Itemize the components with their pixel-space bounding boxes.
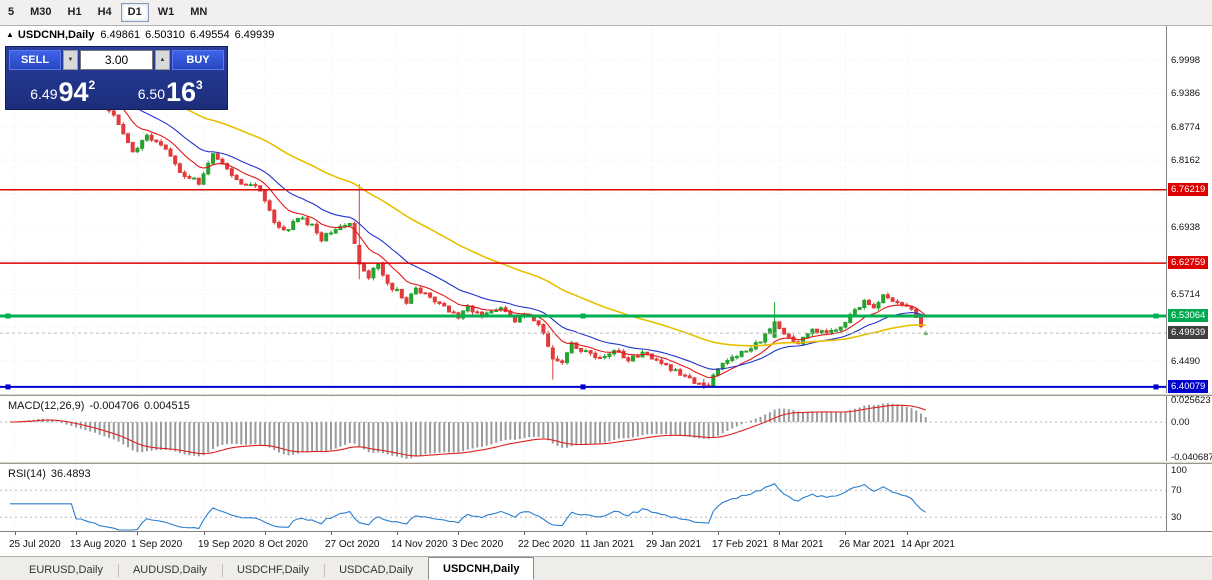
time-axis-tick (907, 532, 908, 535)
price-axis-label: 6.9998 (1171, 55, 1201, 66)
time-axis[interactable]: 25 Jul 2020 13 Aug 2020 1 Sep 2020 19 Sep 2… (0, 531, 1212, 556)
timeframe-button-m30[interactable]: M30 (23, 3, 58, 22)
time-axis-label: 1 Sep 2020 (131, 539, 183, 550)
time-axis-label: 3 Dec 2020 (452, 539, 504, 550)
timeframe-button-w1[interactable]: W1 (151, 3, 182, 22)
ask-main-digits: 6.50 (137, 86, 165, 102)
ask-fraction-digit: 3 (196, 78, 203, 92)
price-axis[interactable]: 6.9998 6.9386 6.8774 6.8162 6.6938 6.5714 6.44… (1166, 26, 1212, 531)
macd-axis-label: 0.025623 (1171, 395, 1211, 406)
panel-splitter-rsi[interactable] (0, 461, 1212, 464)
price-axis-label: 6.9386 (1171, 88, 1201, 99)
sell-button[interactable]: SELL (9, 50, 61, 70)
volume-decrease-button[interactable]: ▼ (63, 50, 78, 70)
macd-signal-value: 0.004515 (143, 400, 190, 412)
chart-tab-usdcad[interactable]: USDCAD,Daily (324, 559, 428, 580)
macd-axis-label: -0.040687 (1171, 452, 1212, 463)
rsi-panel-canvas[interactable] (0, 464, 1166, 531)
price-axis-label: 6.6938 (1171, 222, 1201, 233)
chart-tabs-bar: EURUSD,Daily AUDUSD,Daily USDCHF,Daily U… (0, 556, 1212, 580)
time-axis-tick (204, 532, 205, 535)
bid-fraction-digit: 2 (88, 78, 96, 92)
timeframe-button-mn[interactable]: MN (183, 3, 214, 22)
time-axis-tick (137, 532, 138, 535)
chart-tab-usdcnh[interactable]: USDCNH,Daily (428, 557, 535, 580)
chart-tab-eurusd[interactable]: EURUSD,Daily (29, 563, 103, 576)
rsi-axis-label: 100 (1171, 465, 1187, 476)
time-axis-label: 17 Feb 2021 (712, 539, 769, 550)
time-axis-tick (458, 532, 459, 535)
rsi-name: RSI(14) (8, 468, 46, 480)
ohlc-high: 6.50310 (145, 29, 185, 41)
panel-splitter-macd[interactable] (0, 393, 1212, 396)
price-axis-label: 6.4490 (1171, 356, 1201, 367)
price-axis-label: 6.8774 (1171, 122, 1201, 133)
price-badge: 6.49939 (1168, 326, 1209, 339)
time-axis-tick (586, 532, 587, 535)
price-badge: 6.76219 (1168, 183, 1209, 196)
macd-axis-label: 0.00 (1171, 417, 1190, 428)
time-axis-tick (331, 532, 332, 535)
volume-increase-button[interactable]: ▲ (155, 50, 170, 70)
time-axis-label: 14 Nov 2020 (391, 539, 448, 550)
ask-price-display: 6.50 16 3 (117, 70, 225, 106)
price-chart-canvas[interactable] (0, 26, 1166, 393)
time-axis-tick (397, 532, 398, 535)
macd-indicator-label: MACD(12,26,9) -0.004706 0.004515 (8, 400, 195, 412)
timeframe-button-h1[interactable]: H1 (61, 3, 89, 22)
chart-tab-usdchf[interactable]: USDCHF,Daily (221, 559, 324, 580)
time-axis-label: 13 Aug 2020 (70, 539, 127, 550)
time-axis-label: 11 Jan 2021 (580, 539, 635, 550)
price-badge: 6.53064 (1168, 309, 1209, 322)
rsi-indicator-label: RSI(14) 36.4893 (8, 468, 96, 480)
chart-region: ▲ USDCNH,Daily 6.49861 6.50310 6.49554 6.4993… (0, 26, 1212, 556)
bid-pip-digits: 94 (58, 76, 89, 107)
chart-symbol-label: USDCNH,Daily (17, 29, 95, 41)
chart-tab-audusd[interactable]: AUDUSD,Daily (117, 559, 222, 580)
price-axis-label: 6.5714 (1171, 289, 1201, 300)
time-axis-label: 29 Jan 2021 (646, 539, 702, 550)
timeframe-toolbar: 5 M30 H1 H4 D1 W1 MN (0, 0, 1212, 26)
time-axis-label: 8 Oct 2020 (259, 539, 308, 550)
time-axis-tick (779, 532, 780, 535)
one-click-trading-panel: SELL ▼ ▲ BUY 6.49 94 2 6.50 16 3 (5, 46, 228, 110)
time-axis-tick (845, 532, 846, 535)
bid-price-display: 6.49 94 2 (9, 70, 117, 106)
trade-panel-collapse-icon[interactable]: ▲ (6, 30, 14, 39)
macd-main-value: -0.004706 (89, 400, 139, 412)
time-axis-tick (652, 532, 653, 535)
ohlc-open: 6.49861 (100, 29, 141, 41)
ohlc-low: 6.49554 (189, 29, 230, 41)
macd-panel-canvas[interactable] (0, 396, 1166, 461)
time-axis-tick (76, 532, 77, 535)
volume-input[interactable] (80, 50, 153, 70)
timeframe-button-h4[interactable]: H4 (91, 3, 119, 22)
time-axis-label: 26 Mar 2021 (839, 539, 896, 550)
time-axis-label: 25 Jul 2020 (9, 539, 61, 550)
macd-name: MACD(12,26,9) (8, 400, 85, 412)
time-axis-tick (524, 532, 525, 535)
chart-title: ▲ USDCNH,Daily 6.49861 6.50310 6.49554 6.4993… (6, 29, 279, 41)
buy-button[interactable]: BUY (172, 50, 224, 70)
rsi-value: 36.4893 (50, 468, 91, 480)
time-axis-label: 8 Mar 2021 (773, 539, 824, 550)
time-axis-label: 14 Apr 2021 (901, 539, 955, 550)
time-axis-label: 22 Dec 2020 (518, 539, 575, 550)
ask-pip-digits: 16 (166, 76, 197, 107)
ohlc-close: 6.49939 (234, 29, 275, 41)
rsi-axis-label: 70 (1171, 485, 1182, 496)
price-badge: 6.40079 (1168, 380, 1209, 393)
price-badge: 6.62759 (1168, 256, 1209, 269)
time-axis-tick (265, 532, 266, 535)
timeframe-button-m5[interactable]: 5 (1, 3, 21, 22)
time-axis-label: 27 Oct 2020 (325, 539, 380, 550)
price-axis-label: 6.8162 (1171, 155, 1201, 166)
timeframe-button-d1[interactable]: D1 (120, 3, 149, 22)
time-axis-tick (15, 532, 16, 535)
time-axis-label: 19 Sep 2020 (198, 539, 255, 550)
bid-main-digits: 6.49 (30, 86, 58, 102)
time-axis-tick (718, 532, 719, 535)
rsi-axis-label: 30 (1171, 512, 1182, 523)
